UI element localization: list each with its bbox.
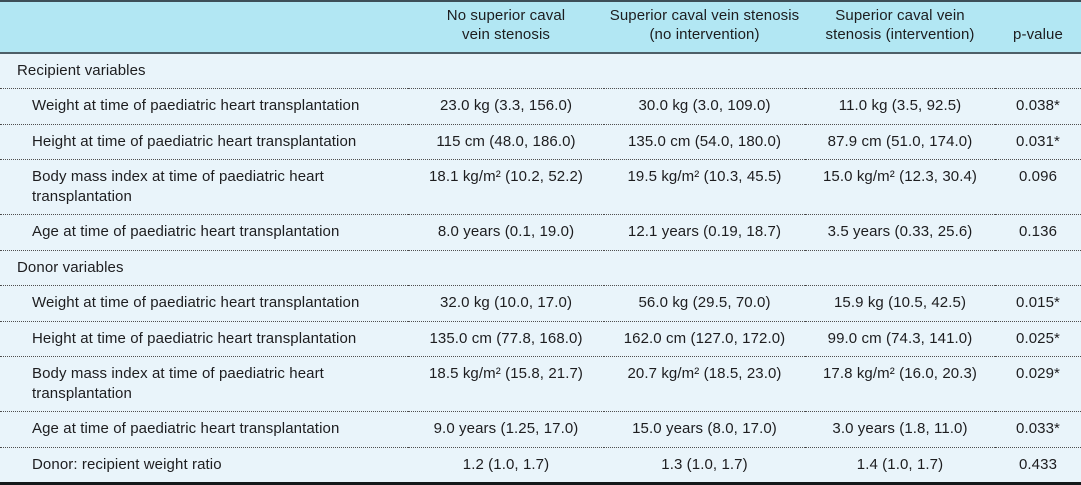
row-label: Age at time of paediatric heart transpla… (0, 411, 408, 448)
row-label: Height at time of paediatric heart trans… (0, 321, 408, 357)
cell-stenosis-intervention: 87.9 cm (51.0, 174.0) (805, 124, 995, 160)
section-row-donor-variables: Donor variables (0, 250, 1081, 286)
table-row: Donor: recipient weight ratio 1.2 (1.0, … (0, 447, 1081, 484)
section-row-recipient-variables: Recipient variables (0, 52, 1081, 89)
cell-p-value: 0.025* (995, 321, 1081, 357)
cell-no-stenosis: 1.2 (1.0, 1.7) (462, 455, 550, 473)
row-label: Body mass index at time of paediatric he… (0, 356, 408, 412)
table-row: Age at time of paediatric heart transpla… (0, 214, 1081, 251)
row-label: Weight at time of paediatric heart trans… (0, 285, 408, 322)
cell-p-value: 0.033* (995, 411, 1081, 448)
cell-p-value: 0.096 (995, 159, 1081, 215)
header-row: No superior caval vein stenosis Superior… (0, 1, 1081, 54)
column-header-p-value: p-value (995, 1, 1081, 54)
cell-stenosis-no-intervention: 20.7 kg/m² (18.5, 23.0) (604, 356, 805, 412)
cell-stenosis-intervention: 1.4 (1.0, 1.7) (856, 455, 944, 473)
cell-no-stenosis: 9.0 years (1.25, 17.0) (408, 411, 604, 448)
cell-stenosis-intervention: 3.0 years (1.8, 11.0) (805, 411, 995, 448)
cell-stenosis-intervention: 15.9 kg (10.5, 42.5) (805, 285, 995, 322)
cell-no-stenosis: 18.5 kg/m² (15.8, 21.7) (408, 356, 604, 412)
cell-no-stenosis: 23.0 kg (3.3, 156.0) (408, 88, 604, 125)
table-row: Weight at time of paediatric heart trans… (0, 88, 1081, 125)
cell-stenosis-no-intervention: 135.0 cm (54.0, 180.0) (604, 124, 805, 160)
cell-p-value: 0.038* (995, 88, 1081, 125)
row-label: Weight at time of paediatric heart trans… (0, 88, 408, 125)
cell-stenosis-intervention: 11.0 kg (3.5, 92.5) (805, 88, 995, 125)
row-label: Height at time of paediatric heart trans… (0, 124, 408, 160)
row-label: Age at time of paediatric heart transpla… (0, 214, 408, 251)
table-row: Height at time of paediatric heart trans… (0, 124, 1081, 160)
cell-p-value: 0.015* (995, 285, 1081, 322)
cell-stenosis-intervention: 3.5 years (0.33, 25.6) (805, 214, 995, 251)
cell-stenosis-intervention: 17.8 kg/m² (16.0, 20.3) (805, 356, 995, 412)
cell-no-stenosis: 8.0 years (0.1, 19.0) (408, 214, 604, 251)
cell-stenosis-no-intervention: 30.0 kg (3.0, 109.0) (604, 88, 805, 125)
section-title: Donor variables (0, 250, 1081, 286)
cell-p-value: 0.136 (995, 214, 1081, 251)
cell-stenosis-intervention: 15.0 kg/m² (12.3, 30.4) (805, 159, 995, 215)
cell-stenosis-intervention: 99.0 cm (74.3, 141.0) (805, 321, 995, 357)
cell-p-value: 0.031* (995, 124, 1081, 160)
cell-stenosis-no-intervention: 12.1 years (0.19, 18.7) (604, 214, 805, 251)
table-row: Weight at time of paediatric heart trans… (0, 285, 1081, 322)
table-row: Age at time of paediatric heart transpla… (0, 411, 1081, 448)
cell-p-value: 0.433 (1018, 455, 1058, 473)
column-header-no-stenosis: No superior caval vein stenosis (408, 1, 604, 54)
column-header-stenosis-intervention: Superior caval vein stenosis (interventi… (805, 1, 995, 54)
column-header-empty (0, 1, 408, 54)
cell-no-stenosis: 115 cm (48.0, 186.0) (408, 124, 604, 160)
cell-no-stenosis: 18.1 kg/m² (10.2, 52.2) (408, 159, 604, 215)
cell-p-value: 0.029* (995, 356, 1081, 412)
row-label: Body mass index at time of paediatric he… (0, 159, 408, 215)
cell-stenosis-no-intervention: 19.5 kg/m² (10.3, 45.5) (604, 159, 805, 215)
table-row: Body mass index at time of paediatric he… (0, 356, 1081, 412)
table-row: Height at time of paediatric heart trans… (0, 321, 1081, 357)
cell-no-stenosis: 135.0 cm (77.8, 168.0) (408, 321, 604, 357)
column-header-stenosis-no-intervention: Superior caval vein stenosis (no interve… (604, 1, 805, 54)
section-title: Recipient variables (0, 52, 1081, 89)
cell-no-stenosis: 32.0 kg (10.0, 17.0) (408, 285, 604, 322)
table-row: Body mass index at time of paediatric he… (0, 159, 1081, 215)
cell-stenosis-no-intervention: 56.0 kg (29.5, 70.0) (604, 285, 805, 322)
cell-stenosis-no-intervention: 15.0 years (8.0, 17.0) (604, 411, 805, 448)
cell-stenosis-no-intervention: 162.0 cm (127.0, 172.0) (604, 321, 805, 357)
table-header: No superior caval vein stenosis Superior… (0, 1, 1081, 54)
cell-stenosis-no-intervention: 1.3 (1.0, 1.7) (661, 455, 748, 473)
table-body: Recipient variables Weight at time of pa… (0, 52, 1081, 484)
row-label: Donor: recipient weight ratio (32, 455, 222, 473)
